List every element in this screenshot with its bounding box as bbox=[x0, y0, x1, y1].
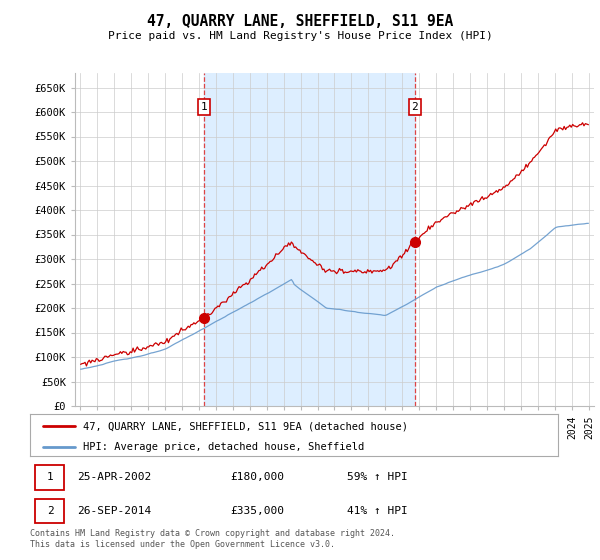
Text: 2: 2 bbox=[412, 102, 418, 112]
Text: 59% ↑ HPI: 59% ↑ HPI bbox=[347, 473, 407, 482]
FancyBboxPatch shape bbox=[35, 465, 64, 489]
Text: £180,000: £180,000 bbox=[230, 473, 284, 482]
Text: 1: 1 bbox=[47, 473, 53, 482]
Text: 26-SEP-2014: 26-SEP-2014 bbox=[77, 506, 152, 516]
Text: HPI: Average price, detached house, Sheffield: HPI: Average price, detached house, Shef… bbox=[83, 442, 364, 452]
Text: 41% ↑ HPI: 41% ↑ HPI bbox=[347, 506, 407, 516]
Text: 25-APR-2002: 25-APR-2002 bbox=[77, 473, 152, 482]
Text: Contains HM Land Registry data © Crown copyright and database right 2024.
This d: Contains HM Land Registry data © Crown c… bbox=[30, 529, 395, 549]
Text: Price paid vs. HM Land Registry's House Price Index (HPI): Price paid vs. HM Land Registry's House … bbox=[107, 31, 493, 41]
Text: 2: 2 bbox=[47, 506, 53, 516]
Text: 47, QUARRY LANE, SHEFFIELD, S11 9EA (detached house): 47, QUARRY LANE, SHEFFIELD, S11 9EA (det… bbox=[83, 421, 408, 431]
Text: 47, QUARRY LANE, SHEFFIELD, S11 9EA: 47, QUARRY LANE, SHEFFIELD, S11 9EA bbox=[147, 14, 453, 29]
Text: £335,000: £335,000 bbox=[230, 506, 284, 516]
FancyBboxPatch shape bbox=[35, 499, 64, 523]
Text: 1: 1 bbox=[200, 102, 208, 112]
Bar bbox=[204, 73, 415, 406]
